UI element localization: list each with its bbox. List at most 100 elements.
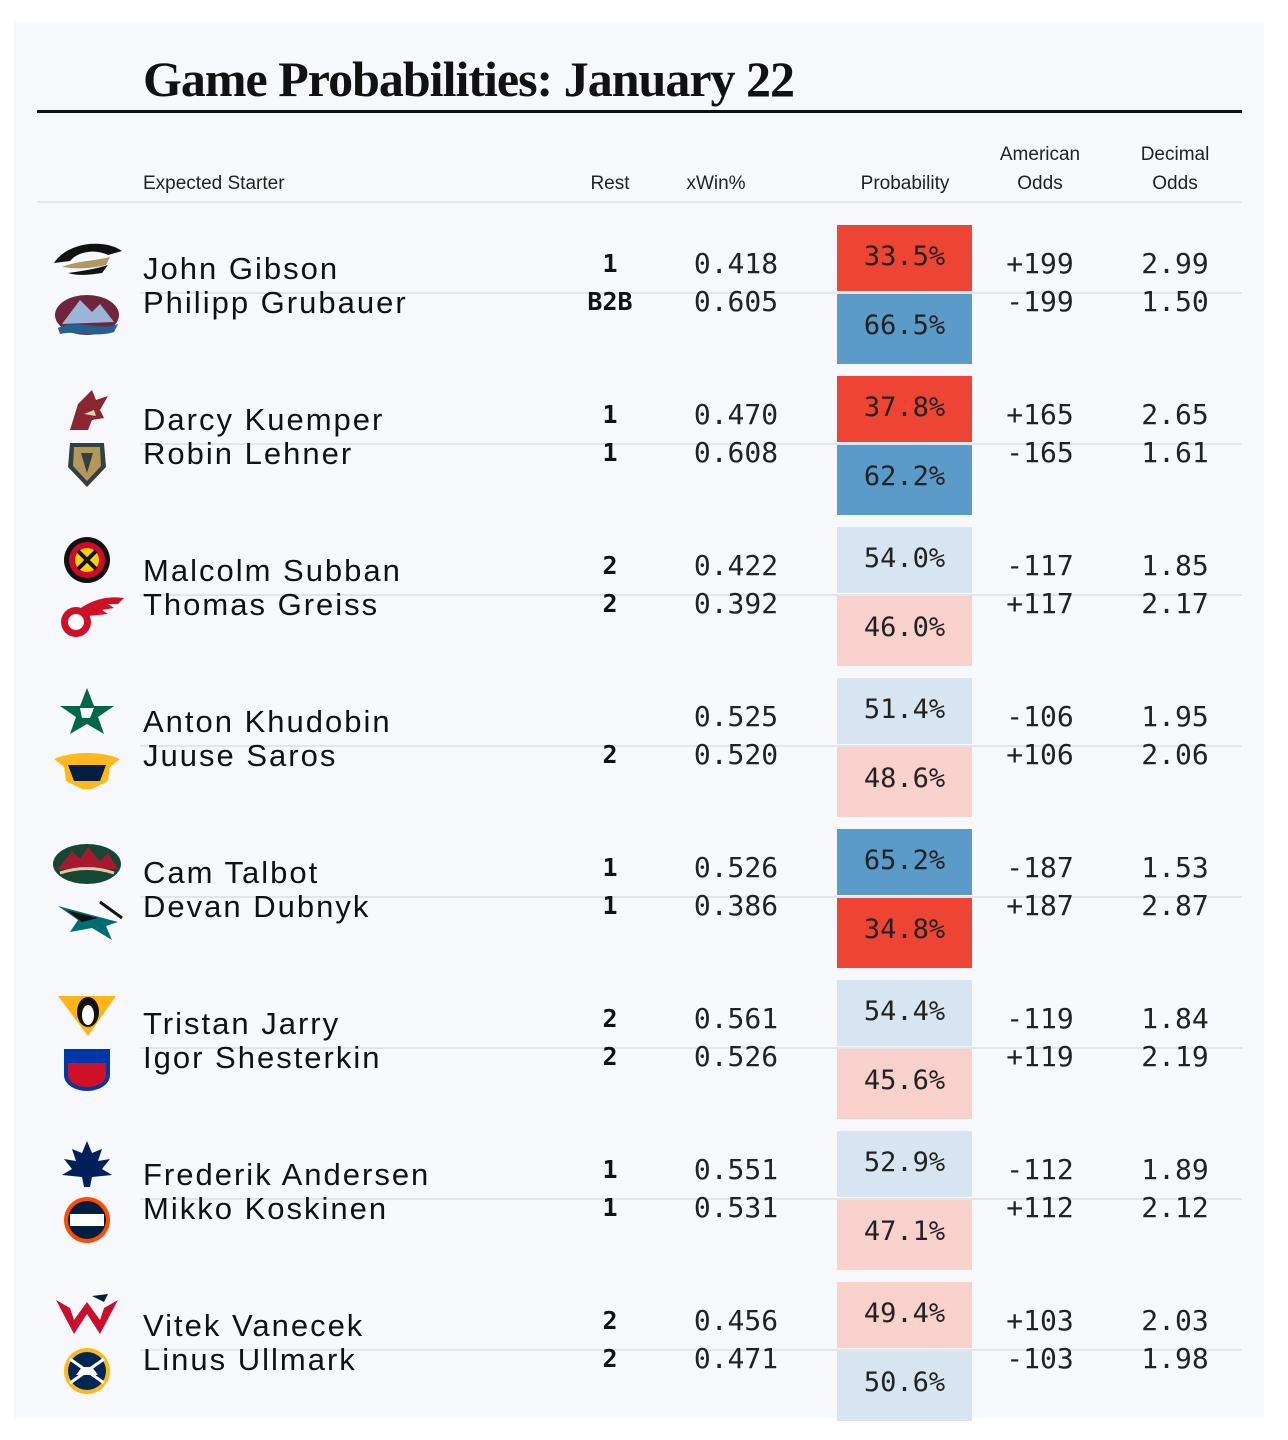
predators-logo-icon bbox=[48, 741, 126, 791]
probability-label: 48.6% bbox=[863, 763, 946, 794]
starter-name: Darcy Kuemper bbox=[143, 402, 385, 437]
game-row-separator bbox=[140, 594, 1242, 596]
american-odds-value: +106 bbox=[1006, 738, 1074, 771]
american-odds-value: +199 bbox=[1006, 247, 1074, 280]
american-odds-value: -112 bbox=[1006, 1153, 1074, 1186]
probability-label: 49.4% bbox=[863, 1298, 946, 1329]
xwin-value: 0.471 bbox=[693, 1342, 779, 1375]
american-odds-value: -187 bbox=[1006, 851, 1074, 884]
starter-name: Frederik Andersen bbox=[143, 1157, 431, 1192]
header-decimal-line1: Decimal bbox=[1140, 144, 1210, 165]
decimal-odds-value: 2.03 bbox=[1141, 1304, 1209, 1337]
xwin-value: 0.386 bbox=[693, 889, 779, 922]
game-row-separator bbox=[140, 1349, 1242, 1351]
american-odds-value: +103 bbox=[1006, 1304, 1074, 1337]
rest-value: 2 bbox=[602, 1344, 618, 1373]
probability-cell bbox=[837, 898, 972, 968]
title-rule bbox=[37, 110, 1242, 113]
american-odds-value: -103 bbox=[1006, 1342, 1074, 1375]
rest-value: 1 bbox=[602, 400, 618, 429]
xwin-value: 0.551 bbox=[693, 1153, 779, 1186]
rest-value: 1 bbox=[602, 438, 618, 467]
game-row-separator bbox=[140, 1198, 1242, 1200]
golden-knights-logo-icon bbox=[48, 439, 126, 489]
starter-name: John Gibson bbox=[143, 251, 340, 286]
probability-cell bbox=[837, 1131, 972, 1197]
page-title: Game Probabilities: January 22 bbox=[143, 51, 795, 107]
probability-label: 33.5% bbox=[863, 241, 946, 272]
probability-cell bbox=[837, 980, 972, 1046]
game-row-separator bbox=[140, 1047, 1242, 1049]
sabres-logo-icon bbox=[48, 1345, 126, 1395]
oilers-logo-icon bbox=[48, 1194, 126, 1244]
xwin-value: 0.470 bbox=[693, 398, 779, 431]
rest-value: 2 bbox=[602, 740, 618, 769]
header-rule bbox=[37, 201, 1242, 203]
probability-cell bbox=[837, 1049, 972, 1119]
probability-label: 34.8% bbox=[863, 914, 946, 945]
decimal-odds-value: 2.99 bbox=[1141, 247, 1209, 280]
rest-value: 2 bbox=[602, 1042, 618, 1071]
starter-name: Vitek Vanecek bbox=[143, 1308, 365, 1343]
header-rest: Rest bbox=[590, 173, 630, 194]
xwin-value: 0.525 bbox=[693, 700, 779, 733]
starter-name: Malcolm Subban bbox=[143, 553, 402, 588]
probability-cell bbox=[837, 294, 972, 364]
decimal-odds-value: 1.50 bbox=[1141, 285, 1209, 318]
xwin-value: 0.392 bbox=[693, 587, 779, 620]
starter-name: Robin Lehner bbox=[143, 436, 354, 471]
american-odds-value: -119 bbox=[1006, 1002, 1074, 1035]
probability-cell bbox=[837, 1351, 972, 1421]
decimal-odds-value: 2.87 bbox=[1141, 889, 1209, 922]
header-american-line2: Odds bbox=[1017, 173, 1063, 194]
header-american-line1: American bbox=[999, 144, 1081, 165]
rest-value: 2 bbox=[602, 551, 618, 580]
xwin-value: 0.526 bbox=[693, 1040, 779, 1073]
probability-cell bbox=[837, 596, 972, 666]
rest-value: 2 bbox=[602, 1306, 618, 1335]
sharks-logo-icon bbox=[48, 892, 126, 942]
american-odds-value: +165 bbox=[1006, 398, 1074, 431]
red-wings-logo-icon bbox=[48, 590, 126, 640]
decimal-odds-value: 2.65 bbox=[1141, 398, 1209, 431]
wild-logo-icon bbox=[48, 837, 126, 887]
rest-value: 2 bbox=[602, 1004, 618, 1033]
probability-cell bbox=[837, 829, 972, 895]
american-odds-value: -106 bbox=[1006, 700, 1074, 733]
xwin-value: 0.526 bbox=[693, 851, 779, 884]
probability-label: 54.0% bbox=[863, 543, 946, 574]
header-xwin: xWin% bbox=[686, 173, 746, 194]
coyotes-logo-icon bbox=[48, 384, 126, 434]
avalanche-logo-icon bbox=[48, 288, 126, 338]
xwin-value: 0.608 bbox=[693, 436, 779, 469]
probability-label: 52.9% bbox=[863, 1147, 946, 1178]
rest-value: 1 bbox=[602, 853, 618, 882]
rest-value: 1 bbox=[602, 1193, 618, 1222]
decimal-odds-value: 1.95 bbox=[1141, 700, 1209, 733]
stars-logo-icon bbox=[48, 686, 126, 736]
probability-cell bbox=[837, 376, 972, 442]
probability-label: 45.6% bbox=[863, 1065, 946, 1096]
xwin-value: 0.520 bbox=[693, 738, 779, 771]
starter-name: Juuse Saros bbox=[143, 738, 338, 773]
probability-label: 54.4% bbox=[863, 996, 946, 1027]
starter-name: Linus Ullmark bbox=[143, 1342, 357, 1377]
probability-label: 62.2% bbox=[863, 461, 946, 492]
rest-value: 1 bbox=[602, 1155, 618, 1184]
american-odds-value: +119 bbox=[1006, 1040, 1074, 1073]
header-probability: Probability bbox=[860, 173, 950, 194]
rest-value: 1 bbox=[602, 891, 618, 920]
starter-name: Tristan Jarry bbox=[143, 1006, 341, 1041]
xwin-value: 0.456 bbox=[693, 1304, 779, 1337]
american-odds-value: -165 bbox=[1006, 436, 1074, 469]
rest-value: 2 bbox=[602, 589, 618, 618]
probability-label: 50.6% bbox=[863, 1367, 946, 1398]
probability-cell bbox=[837, 678, 972, 744]
decimal-odds-value: 2.06 bbox=[1141, 738, 1209, 771]
rangers-logo-icon bbox=[48, 1043, 126, 1093]
decimal-odds-value: 1.85 bbox=[1141, 549, 1209, 582]
decimal-odds-value: 1.84 bbox=[1141, 1002, 1209, 1035]
xwin-value: 0.605 bbox=[693, 285, 779, 318]
probability-label: 47.1% bbox=[863, 1216, 946, 1247]
starter-name: Igor Shesterkin bbox=[143, 1040, 382, 1075]
